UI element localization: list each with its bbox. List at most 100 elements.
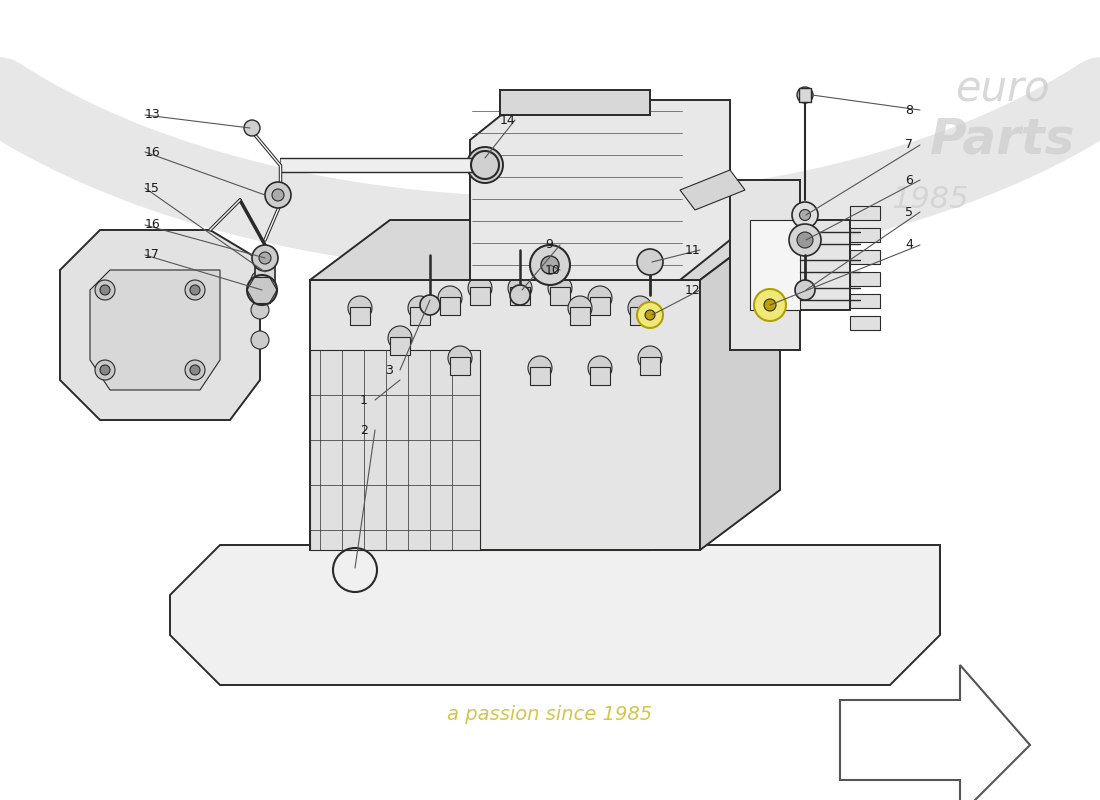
Circle shape: [251, 331, 270, 349]
Text: Parts: Parts: [930, 116, 1075, 164]
Bar: [450, 357, 470, 375]
Bar: [350, 307, 370, 325]
Circle shape: [764, 299, 776, 311]
Text: 16: 16: [144, 146, 159, 158]
Bar: [630, 307, 650, 325]
Circle shape: [388, 326, 412, 350]
Text: a passion since 1985: a passion since 1985: [448, 706, 652, 725]
Circle shape: [248, 275, 277, 305]
Circle shape: [348, 296, 372, 320]
Circle shape: [448, 346, 472, 370]
Circle shape: [408, 296, 432, 320]
Text: 4: 4: [905, 238, 913, 251]
Circle shape: [789, 224, 821, 256]
Circle shape: [645, 310, 654, 320]
Polygon shape: [680, 170, 745, 210]
Circle shape: [468, 276, 492, 300]
Text: 17: 17: [144, 249, 159, 262]
Bar: [440, 297, 460, 315]
Circle shape: [100, 365, 110, 375]
Circle shape: [438, 286, 462, 310]
Circle shape: [637, 249, 663, 275]
Circle shape: [798, 87, 813, 103]
Circle shape: [508, 276, 532, 300]
Polygon shape: [470, 100, 730, 280]
Circle shape: [528, 356, 552, 380]
Circle shape: [100, 285, 110, 295]
Bar: [390, 337, 410, 355]
Bar: [510, 287, 530, 305]
Text: 16: 16: [144, 218, 159, 231]
Bar: [640, 357, 660, 375]
Polygon shape: [255, 255, 275, 290]
Polygon shape: [840, 665, 1030, 800]
Polygon shape: [350, 320, 650, 550]
Circle shape: [568, 296, 592, 320]
Text: 5: 5: [905, 206, 913, 218]
Circle shape: [185, 360, 205, 380]
Bar: [410, 307, 430, 325]
Polygon shape: [310, 220, 780, 280]
Text: 2: 2: [360, 423, 367, 437]
Bar: [470, 287, 490, 305]
Text: 14: 14: [500, 114, 516, 126]
Circle shape: [265, 182, 292, 208]
Circle shape: [588, 286, 612, 310]
Text: 9: 9: [544, 238, 553, 251]
Polygon shape: [700, 220, 780, 550]
Circle shape: [471, 151, 499, 179]
Polygon shape: [850, 316, 880, 330]
Polygon shape: [850, 250, 880, 264]
Polygon shape: [730, 180, 850, 350]
Bar: [500, 90, 650, 115]
Circle shape: [510, 285, 530, 305]
Text: 13: 13: [144, 109, 159, 122]
Circle shape: [251, 301, 270, 319]
Circle shape: [468, 147, 503, 183]
Bar: [570, 307, 590, 325]
Text: 7: 7: [905, 138, 913, 151]
Circle shape: [258, 252, 271, 264]
Circle shape: [190, 285, 200, 295]
Circle shape: [252, 245, 278, 271]
Circle shape: [420, 295, 440, 315]
Circle shape: [477, 157, 493, 173]
Circle shape: [798, 232, 813, 248]
Polygon shape: [850, 294, 880, 308]
Circle shape: [541, 256, 559, 274]
Circle shape: [95, 280, 116, 300]
Polygon shape: [90, 270, 220, 390]
Circle shape: [190, 365, 200, 375]
Polygon shape: [850, 272, 880, 286]
Text: 6: 6: [905, 174, 913, 186]
Polygon shape: [750, 220, 800, 310]
Text: 1: 1: [360, 394, 367, 406]
Circle shape: [244, 120, 260, 136]
Polygon shape: [170, 545, 940, 685]
Circle shape: [792, 202, 818, 228]
Text: 8: 8: [905, 103, 913, 117]
Circle shape: [588, 356, 612, 380]
Circle shape: [800, 210, 811, 221]
Bar: [590, 367, 610, 385]
Bar: [530, 367, 550, 385]
Circle shape: [272, 189, 284, 201]
Polygon shape: [280, 158, 472, 172]
Polygon shape: [799, 88, 811, 102]
Bar: [590, 297, 610, 315]
Bar: [550, 287, 570, 305]
Circle shape: [548, 276, 572, 300]
Polygon shape: [850, 228, 880, 242]
Text: 11: 11: [685, 243, 701, 257]
Circle shape: [638, 346, 662, 370]
Polygon shape: [310, 280, 700, 550]
Circle shape: [754, 289, 786, 321]
Text: euro: euro: [956, 69, 1050, 111]
Text: 15: 15: [144, 182, 159, 194]
Circle shape: [95, 360, 116, 380]
Polygon shape: [60, 230, 260, 420]
Circle shape: [185, 280, 205, 300]
Polygon shape: [310, 350, 480, 550]
Circle shape: [637, 302, 663, 328]
Text: 3: 3: [385, 363, 393, 377]
